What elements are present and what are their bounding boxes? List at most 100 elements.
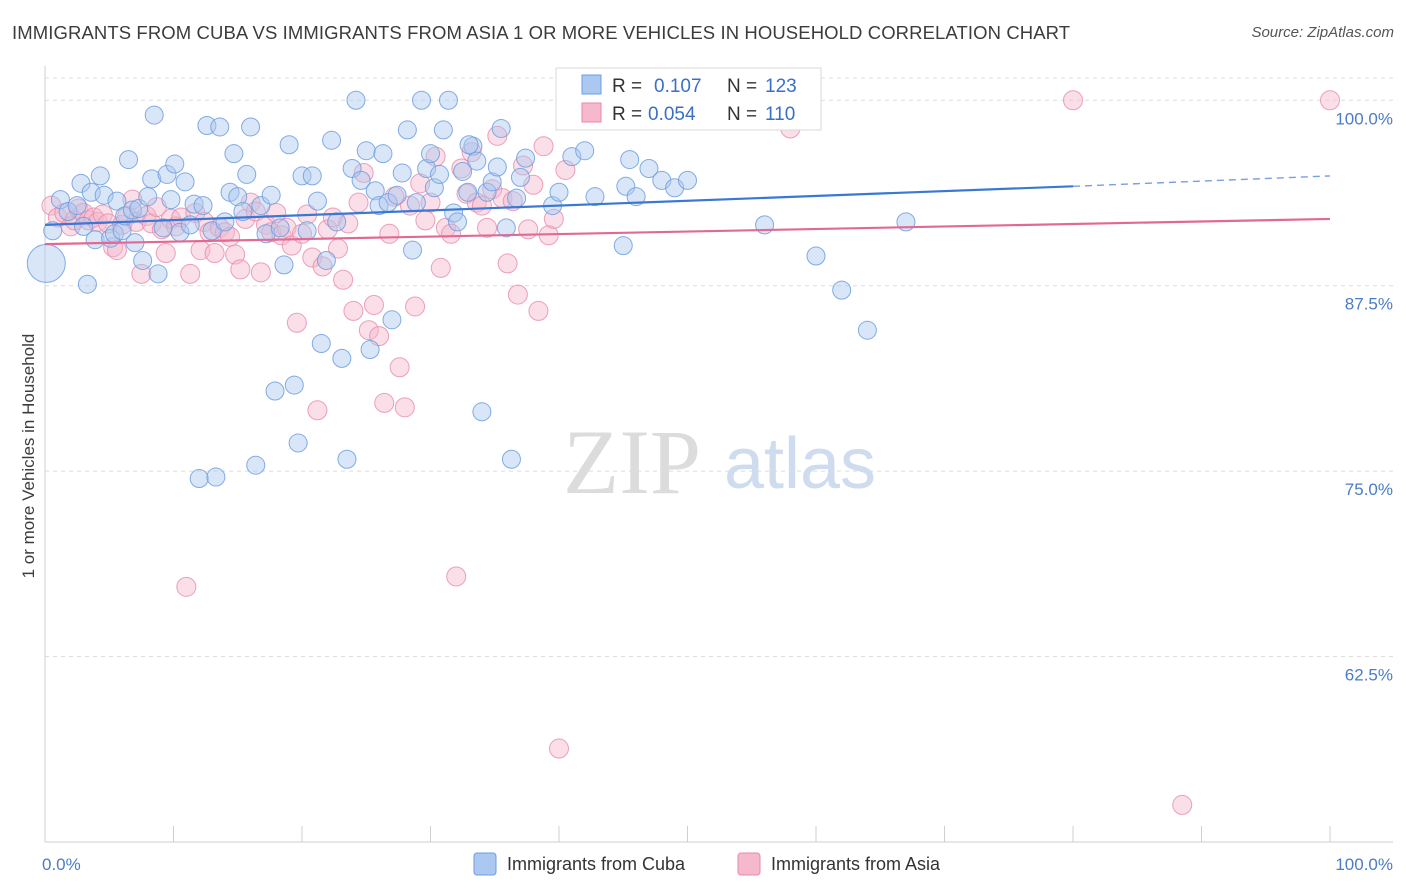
legend: Immigrants from Cuba Immigrants from Asi… xyxy=(473,852,941,876)
cuba-point xyxy=(346,90,366,110)
asia-point xyxy=(230,259,251,280)
watermark-zip: ZIP xyxy=(563,411,701,513)
cuba-point xyxy=(678,170,697,190)
asia-point xyxy=(286,312,307,333)
asia-point xyxy=(420,192,441,213)
series-cuba-points xyxy=(26,90,916,489)
cuba-point xyxy=(144,105,164,125)
trend-line-asia xyxy=(44,217,1331,246)
asia-point xyxy=(333,269,354,290)
asia-point xyxy=(250,262,271,283)
axes xyxy=(44,66,1393,843)
cuba-point xyxy=(307,191,327,211)
cuba-point xyxy=(356,141,376,161)
asia-point xyxy=(180,263,201,284)
asia-point xyxy=(343,300,364,321)
stats-swatch-cuba xyxy=(581,74,602,95)
cuba-point xyxy=(316,250,336,270)
cuba-point xyxy=(459,135,479,155)
cuba-point xyxy=(302,166,322,186)
stats-r-value-cuba: 0.107 xyxy=(654,76,702,97)
asia-point xyxy=(106,240,127,261)
cuba-point xyxy=(81,182,101,202)
x-tick-label-max: 100.0% xyxy=(1335,855,1393,874)
legend-swatch-asia xyxy=(737,852,761,876)
cuba-point xyxy=(193,196,213,216)
y-tick-label: 62.5% xyxy=(1345,666,1393,685)
cuba-point xyxy=(433,120,453,140)
cuba-point xyxy=(620,150,640,170)
trend-line-cuba-extension xyxy=(1072,175,1331,187)
cuba-point xyxy=(26,243,66,283)
cuba-point xyxy=(133,250,153,270)
y-tick-label: 100.0% xyxy=(1335,109,1393,128)
asia-point xyxy=(415,210,436,231)
cuba-point xyxy=(397,120,417,140)
cuba-point xyxy=(510,167,530,187)
stats-r-label-asia: R = xyxy=(612,104,642,125)
legend-label-asia: Immigrants from Asia xyxy=(771,854,941,874)
stats-n-value-asia: 110 xyxy=(765,104,795,125)
stats-r-label-cuba: R = xyxy=(612,76,642,97)
asia-point xyxy=(369,326,390,347)
cuba-point xyxy=(516,148,536,168)
cuba-point xyxy=(501,449,521,469)
cuba-point xyxy=(447,212,467,232)
stats-n-label-asia: N = xyxy=(727,104,757,125)
cuba-point xyxy=(806,246,826,266)
chart-title: IMMIGRANTS FROM CUBA VS IMMIGRANTS FROM … xyxy=(12,22,1071,43)
cuba-point xyxy=(215,212,235,232)
cuba-point xyxy=(507,188,527,208)
asia-point xyxy=(155,243,176,264)
cuba-point xyxy=(292,166,312,186)
cuba-point xyxy=(228,187,248,207)
watermark-atlas: atlas xyxy=(724,424,876,504)
cuba-point xyxy=(387,185,407,205)
asia-point xyxy=(204,243,225,264)
x-tick-label-min: 0.0% xyxy=(42,855,81,874)
asia-point xyxy=(374,392,395,413)
cuba-point xyxy=(161,190,181,210)
cuba-point xyxy=(77,274,97,294)
asia-point xyxy=(225,244,246,265)
cuba-point xyxy=(322,130,342,150)
stats-r-value-asia: 0.054 xyxy=(648,104,696,125)
cuba-point xyxy=(122,200,142,220)
stats-n-label-cuba: N = xyxy=(727,76,757,97)
asia-point xyxy=(235,208,256,229)
cuba-point xyxy=(284,375,304,395)
asia-point xyxy=(446,566,467,587)
cuba-point xyxy=(575,141,595,161)
legend-item-cuba[interactable]: Immigrants from Cuba xyxy=(473,852,686,876)
cuba-point xyxy=(403,240,423,260)
cuba-point xyxy=(288,433,308,453)
cuba-point xyxy=(67,196,87,216)
cuba-point xyxy=(438,90,458,110)
asia-point xyxy=(430,257,451,278)
cuba-point xyxy=(210,117,230,137)
asia-point xyxy=(497,253,518,274)
cuba-point xyxy=(406,193,426,213)
cuba-point xyxy=(270,218,290,238)
cuba-point xyxy=(90,166,110,186)
cuba-point xyxy=(392,163,412,183)
cuba-point xyxy=(274,255,294,275)
cuba-point xyxy=(311,334,331,354)
cuba-point xyxy=(261,185,281,205)
stats-box: R = 0.107 N = 123 R = 0.054 N = 110 xyxy=(555,67,822,131)
asia-point xyxy=(379,223,400,244)
cuba-point xyxy=(477,182,497,202)
cuba-point xyxy=(562,147,582,167)
cuba-point xyxy=(585,187,605,207)
asia-point xyxy=(482,179,503,200)
cuba-point xyxy=(549,182,569,202)
asia-point xyxy=(358,320,379,341)
cuba-point xyxy=(458,182,478,202)
cuba-point xyxy=(157,164,177,184)
asia-point xyxy=(405,296,426,317)
asia-point xyxy=(307,400,328,421)
asia-point xyxy=(528,300,549,321)
cuba-point xyxy=(206,467,226,487)
legend-item-asia[interactable]: Immigrants from Asia xyxy=(737,852,941,876)
trend-line-cuba xyxy=(44,185,1074,226)
